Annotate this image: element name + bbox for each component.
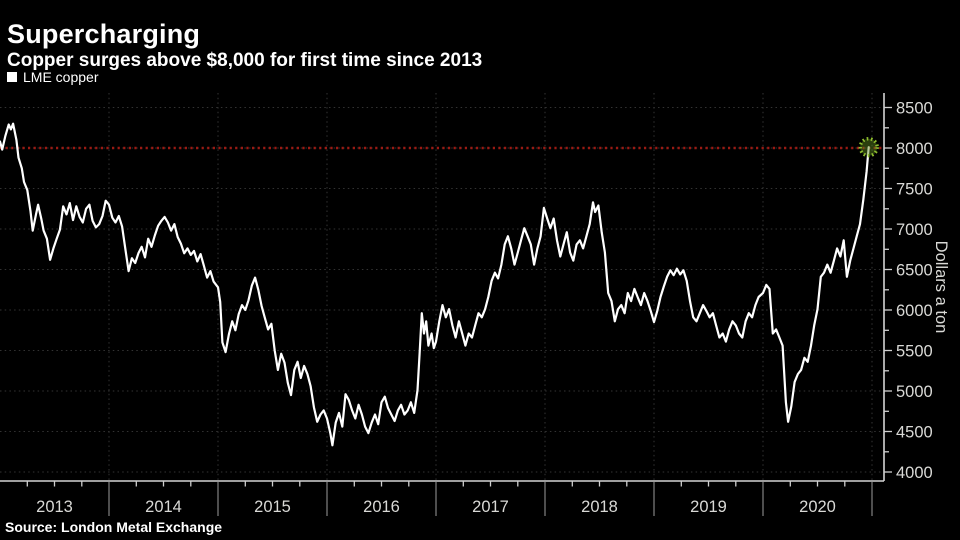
x-tick-label: 2019: [690, 498, 727, 516]
chart-title: Supercharging: [7, 19, 201, 50]
y-tick-label: 4000: [896, 464, 933, 482]
y-tick-label: 5000: [896, 383, 933, 401]
x-tick-label: 2020: [799, 498, 836, 516]
x-tick-label: 2013: [36, 498, 73, 516]
y-tick-label: 8500: [896, 100, 933, 118]
x-tick-label: 2018: [581, 498, 618, 516]
y-tick-label: 6000: [896, 302, 933, 320]
chart-subtitle: Copper surges above $8,000 for first tim…: [7, 49, 483, 71]
x-tick-label: 2016: [363, 498, 400, 516]
latest-price-marker: [858, 136, 879, 158]
price-line: [0, 122, 870, 447]
y-tick-label: 7000: [896, 221, 933, 239]
source-note: Source: London Metal Exchange: [5, 519, 223, 535]
x-tick-label: 2015: [254, 498, 291, 516]
y-tick-label: 8000: [896, 140, 933, 158]
legend-label: LME copper: [23, 69, 99, 85]
x-tick-label: 2014: [145, 498, 182, 516]
y-tick-label: 6500: [896, 262, 933, 280]
x-tick-label: 2017: [472, 498, 509, 516]
legend-swatch-icon: [7, 72, 17, 82]
legend-item-lme-copper[interactable]: LME copper: [7, 69, 98, 85]
y-tick-label: 5500: [896, 343, 933, 361]
y-tick-label: 4500: [896, 424, 933, 442]
y-tick-label: 7500: [896, 181, 933, 199]
y-axis-title: Dollars a ton: [932, 241, 950, 334]
